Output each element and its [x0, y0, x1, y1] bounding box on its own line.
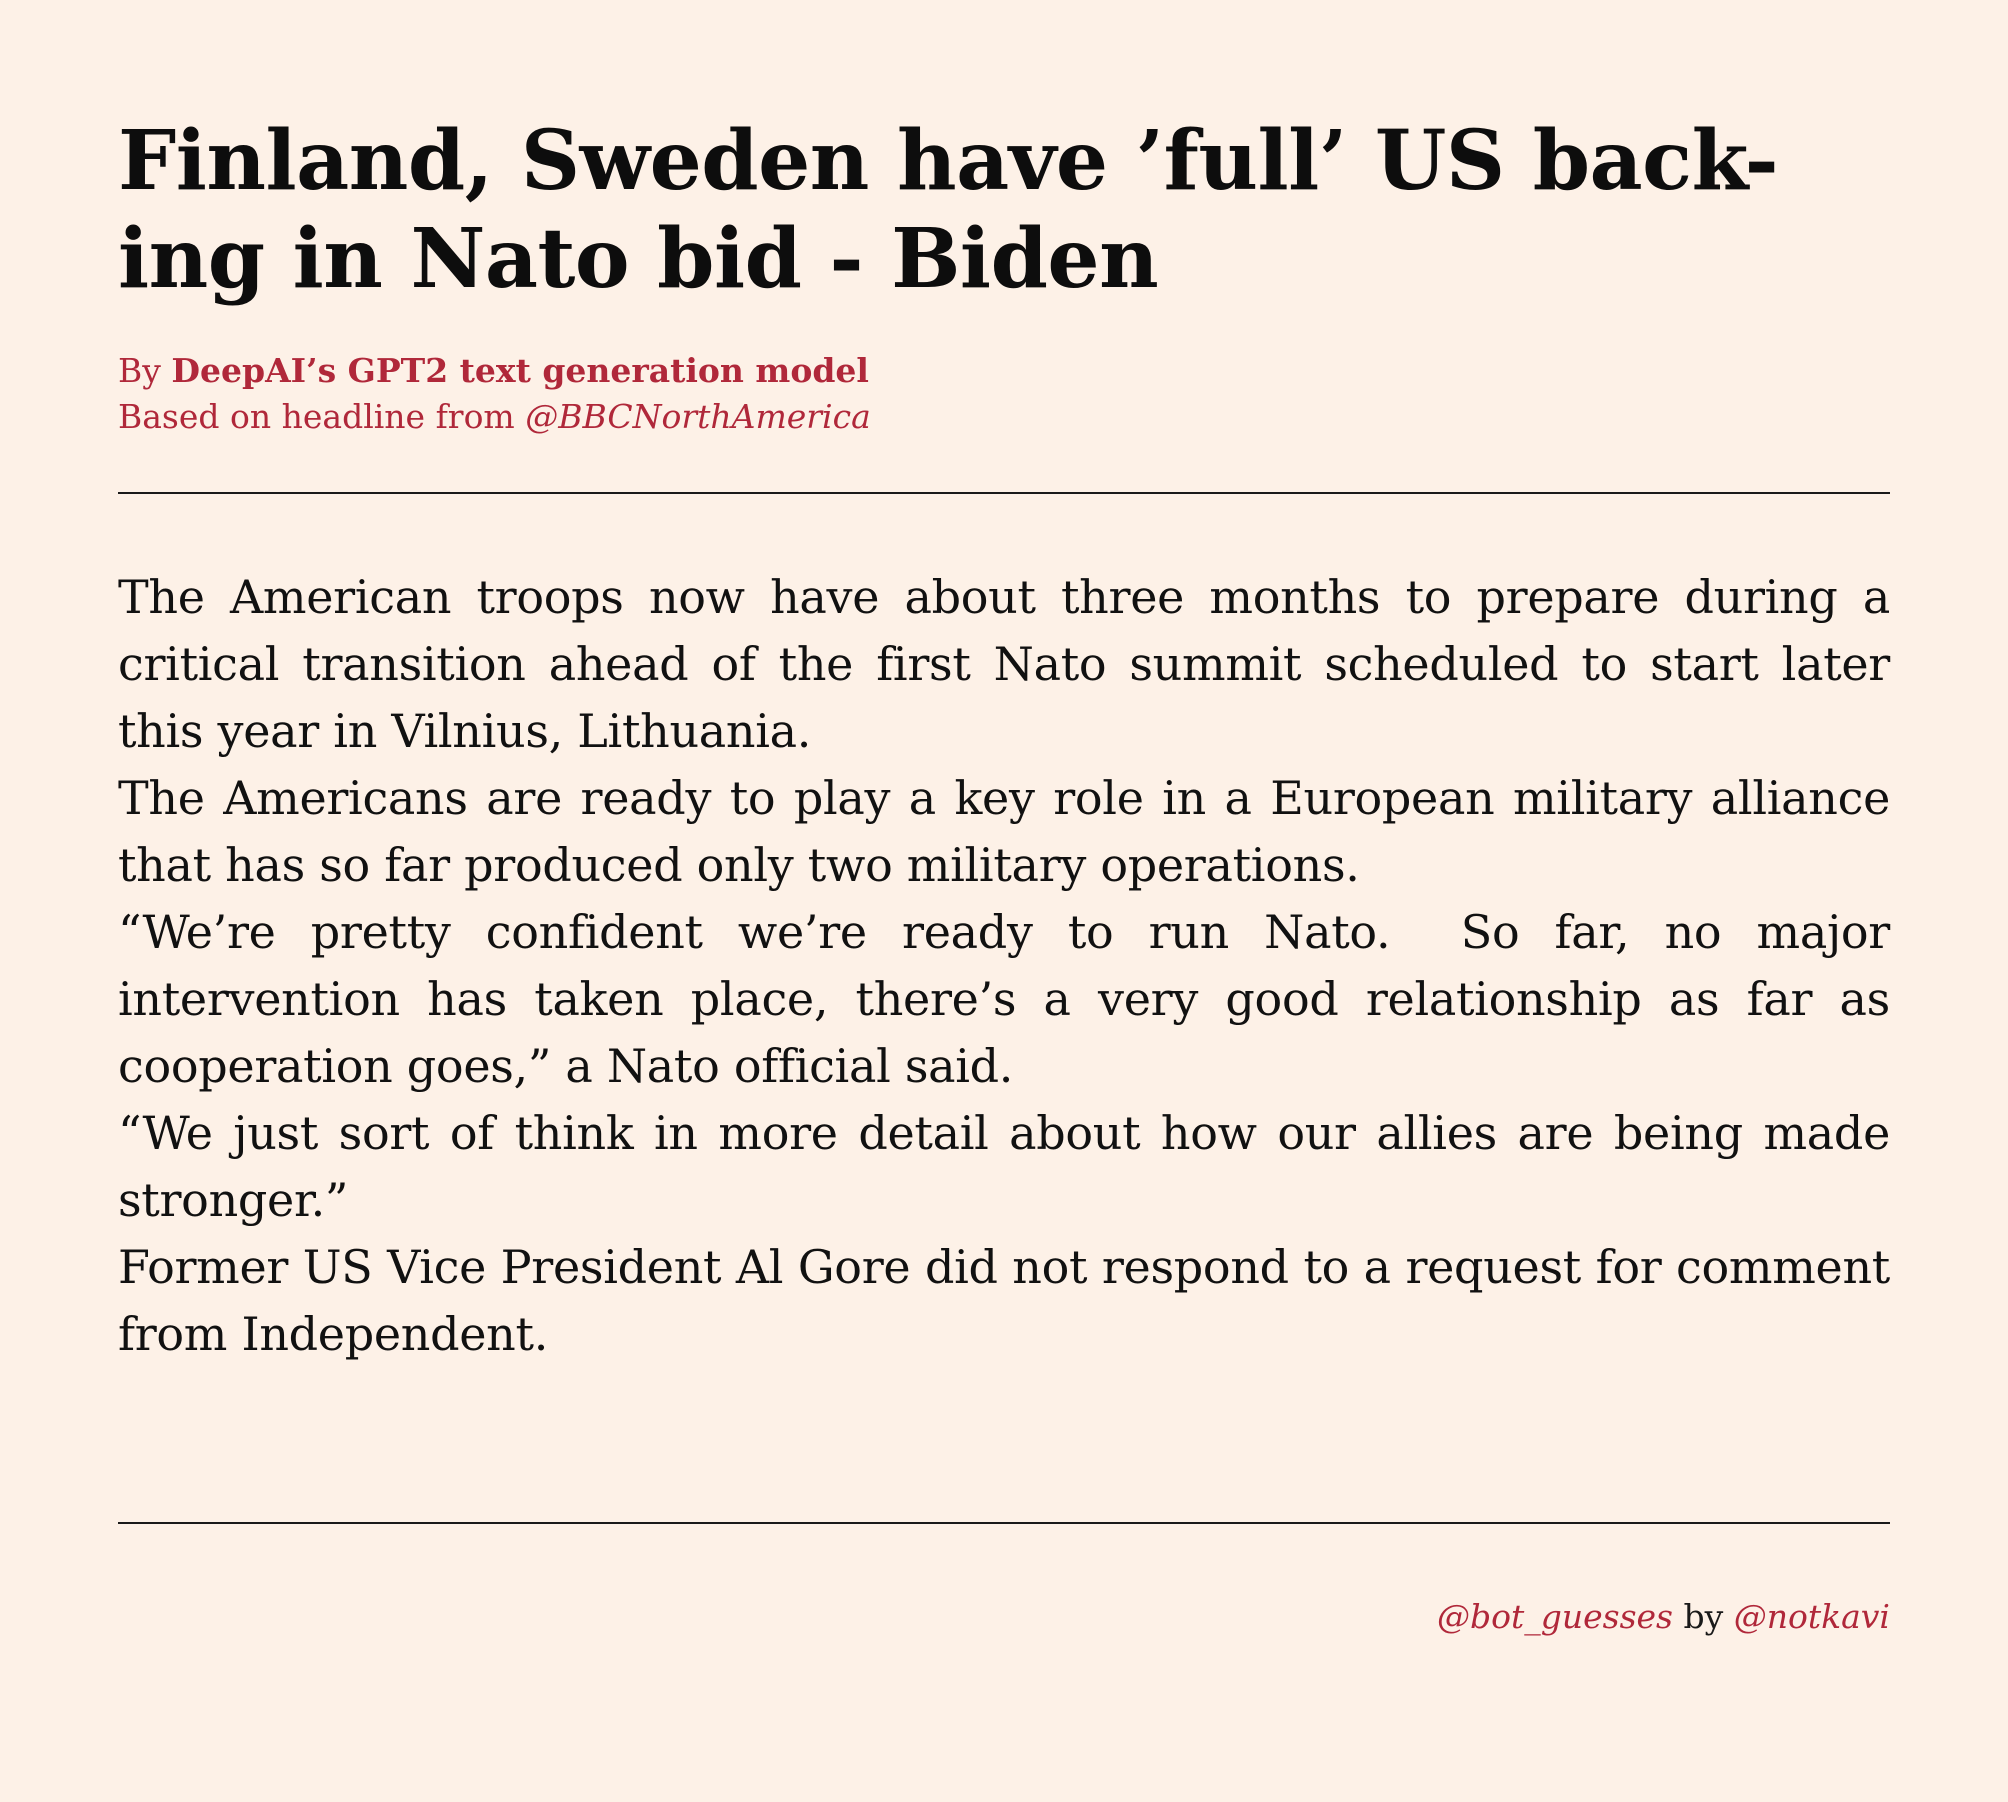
- footer-by: by: [1672, 1597, 1734, 1636]
- bot-handle[interactable]: @bot_guesses: [1436, 1597, 1673, 1636]
- byline-prefix: By: [118, 351, 172, 390]
- author-line: By DeepAI’s GPT2 text generation model: [118, 348, 1890, 394]
- top-divider: [118, 492, 1890, 494]
- bottom-divider: [118, 1522, 1890, 1524]
- byline-block: By DeepAI’s GPT2 text generation model B…: [118, 348, 1890, 440]
- paragraph-2: The Americans are ready to play a key ro…: [118, 771, 1890, 892]
- source-handle[interactable]: @BBCNorthAmerica: [525, 397, 871, 436]
- author-name: DeepAI’s GPT2 text generation model: [171, 351, 869, 390]
- based-on-prefix: Based on headline from: [118, 397, 526, 436]
- footer-credit: @bot_guesses by @notkavi: [1437, 1594, 1890, 1640]
- paragraph-5: Former US Vice President Al Gore did not…: [118, 1240, 1890, 1361]
- article-body: The American troops now have about three…: [118, 564, 1890, 1368]
- headline: Finland, Sweden have ’full’ US back-ing …: [118, 113, 1779, 307]
- paragraph-1: The American troops now have about three…: [118, 570, 1890, 758]
- source-line: Based on headline from @BBCNorthAmerica: [118, 394, 1890, 440]
- paragraph-3: “We’re pretty confident we’re ready to r…: [118, 905, 1905, 1093]
- creator-handle[interactable]: @notkavi: [1733, 1597, 1890, 1636]
- paragraph-4: “We just sort of think in more detail ab…: [118, 1106, 1890, 1227]
